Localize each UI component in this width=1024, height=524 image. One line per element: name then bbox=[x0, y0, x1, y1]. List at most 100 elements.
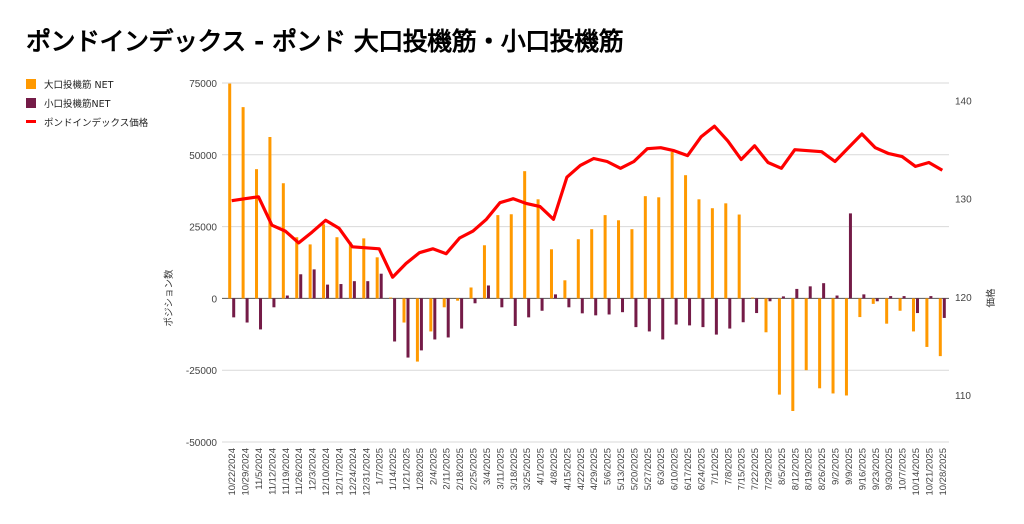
bar-large-speculators bbox=[389, 297, 393, 299]
bar-large-speculators bbox=[898, 298, 902, 311]
bar-large-speculators bbox=[482, 245, 486, 299]
bar-large-speculators bbox=[844, 298, 848, 396]
x-axis-tick-label: 10/21/2025 bbox=[924, 448, 935, 496]
left-axis-tick-label: -25000 bbox=[186, 366, 218, 377]
x-axis-tick-label: 8/26/2025 bbox=[817, 448, 828, 490]
x-axis-tick-label: 9/16/2025 bbox=[857, 448, 868, 490]
right-axis-tick-label: 140 bbox=[955, 97, 972, 108]
bar-small-speculators bbox=[379, 273, 383, 299]
bar-large-speculators bbox=[442, 298, 446, 308]
legend-item-price: ポンドインデックス価格 bbox=[26, 112, 148, 131]
price-line bbox=[231, 124, 944, 279]
bar-large-speculators bbox=[737, 214, 741, 299]
bar-large-speculators bbox=[858, 298, 862, 318]
x-axis-tick-label: 10/14/2025 bbox=[911, 448, 922, 496]
right-axis-tick-label: 130 bbox=[955, 195, 972, 206]
bar-small-speculators bbox=[446, 298, 450, 338]
bar-small-speculators bbox=[755, 298, 759, 314]
bar-small-speculators bbox=[768, 298, 772, 302]
x-axis-tick-label: 1/7/2025 bbox=[375, 448, 386, 485]
x-axis-tick-label: 8/19/2025 bbox=[804, 448, 815, 490]
legend-label: 小口投機筋NET bbox=[44, 98, 111, 110]
bar-large-speculators bbox=[710, 208, 714, 299]
bar-large-speculators bbox=[469, 287, 473, 299]
bar-large-speculators bbox=[925, 298, 929, 347]
x-axis-tick-label: 8/12/2025 bbox=[790, 448, 801, 490]
bar-small-speculators bbox=[366, 281, 370, 299]
left-axis-tick-label: -50000 bbox=[186, 438, 218, 449]
right-axis-tick-label: 120 bbox=[955, 293, 972, 304]
x-axis-tick-label: 11/12/2024 bbox=[267, 448, 278, 495]
bar-large-speculators bbox=[670, 151, 674, 299]
left-axis-title: ポジション数 bbox=[163, 269, 175, 327]
bar-small-speculators bbox=[741, 298, 745, 323]
bar-small-speculators bbox=[781, 296, 785, 299]
bar-large-speculators bbox=[911, 298, 915, 332]
bar-large-speculators bbox=[523, 171, 527, 299]
x-axis-tick-label: 10/7/2025 bbox=[898, 448, 909, 490]
bar-large-speculators bbox=[885, 298, 889, 324]
bar-large-speculators bbox=[375, 257, 379, 299]
bar-large-speculators bbox=[630, 229, 634, 299]
x-axis-tick-label: 1/14/2025 bbox=[388, 448, 399, 490]
x-axis-tick-label: 7/1/2025 bbox=[710, 448, 721, 485]
bar-small-speculators bbox=[795, 288, 799, 299]
x-axis-tick-label: 3/4/2025 bbox=[482, 448, 493, 485]
bar-large-speculators bbox=[590, 229, 594, 299]
right-axis-tick-label: 110 bbox=[955, 391, 971, 402]
x-axis-tick-label: 6/17/2025 bbox=[683, 448, 694, 490]
left-axis-tick-label: 0 bbox=[211, 294, 217, 305]
bar-small-speculators bbox=[486, 285, 490, 299]
bar-small-speculators bbox=[674, 298, 678, 325]
x-axis-tick-label: 7/29/2025 bbox=[764, 448, 775, 490]
x-axis-tick-label: 2/11/2025 bbox=[442, 448, 453, 490]
bar-large-speculators bbox=[429, 298, 433, 332]
x-axis-tick-label: 11/26/2024 bbox=[294, 448, 305, 495]
bar-small-speculators bbox=[808, 286, 812, 299]
bar-large-speculators bbox=[791, 298, 795, 411]
bar-large-speculators bbox=[348, 242, 352, 299]
bar-large-speculators bbox=[549, 249, 553, 299]
bar-small-speculators bbox=[285, 295, 289, 299]
bar-small-speculators bbox=[245, 298, 249, 323]
bar-small-speculators bbox=[580, 298, 584, 314]
legend-item-large-speculators: 大口投機筋 NET bbox=[26, 74, 148, 93]
x-axis-tick-label: 1/28/2025 bbox=[415, 448, 426, 490]
x-axis-tick-label: 5/13/2025 bbox=[616, 448, 627, 490]
bar-small-speculators bbox=[822, 283, 826, 299]
bar-large-speculators bbox=[509, 214, 513, 299]
bar-large-speculators bbox=[831, 298, 835, 394]
legend: 大口投機筋 NET 小口投機筋NET ポンドインデックス価格 bbox=[26, 74, 148, 131]
x-axis-tick-label: 9/2/2025 bbox=[831, 448, 842, 485]
bar-large-speculators bbox=[657, 197, 661, 299]
bar-small-speculators bbox=[889, 296, 893, 299]
bar-large-speculators bbox=[308, 244, 312, 299]
bar-large-speculators bbox=[751, 297, 755, 299]
bar-large-speculators bbox=[241, 107, 245, 299]
bar-small-speculators bbox=[567, 298, 571, 308]
x-axis-tick-label: 4/22/2025 bbox=[576, 448, 587, 490]
bar-large-speculators bbox=[643, 196, 647, 299]
bar-large-speculators bbox=[322, 224, 326, 299]
left-axis-tick-label: 50000 bbox=[189, 151, 217, 162]
x-axis-tick-label: 1/21/2025 bbox=[402, 448, 413, 490]
x-axis-tick-label: 11/5/2024 bbox=[254, 448, 265, 490]
bar-large-speculators bbox=[335, 237, 339, 299]
bar-large-speculators bbox=[255, 169, 259, 299]
x-axis-tick-label: 4/8/2025 bbox=[549, 448, 560, 485]
bar-small-speculators bbox=[473, 298, 477, 304]
x-axis-tick-label: 2/18/2025 bbox=[455, 448, 466, 490]
x-axis-tick-label: 9/23/2025 bbox=[871, 448, 882, 490]
bar-large-speculators bbox=[362, 238, 366, 299]
x-axis-tick-label: 3/11/2025 bbox=[495, 448, 506, 490]
x-axis-tick-label: 6/10/2025 bbox=[670, 448, 681, 490]
bar-large-speculators bbox=[684, 175, 688, 299]
bar-small-speculators bbox=[299, 274, 303, 299]
bar-small-speculators bbox=[848, 213, 852, 299]
bar-small-speculators bbox=[339, 284, 343, 299]
x-axis-tick-label: 5/20/2025 bbox=[629, 448, 640, 490]
bar-small-speculators bbox=[460, 298, 464, 329]
bar-small-speculators bbox=[352, 281, 356, 299]
x-axis-tick-label: 12/24/2024 bbox=[348, 448, 359, 496]
x-axis-tick-label: 5/6/2025 bbox=[603, 448, 614, 485]
